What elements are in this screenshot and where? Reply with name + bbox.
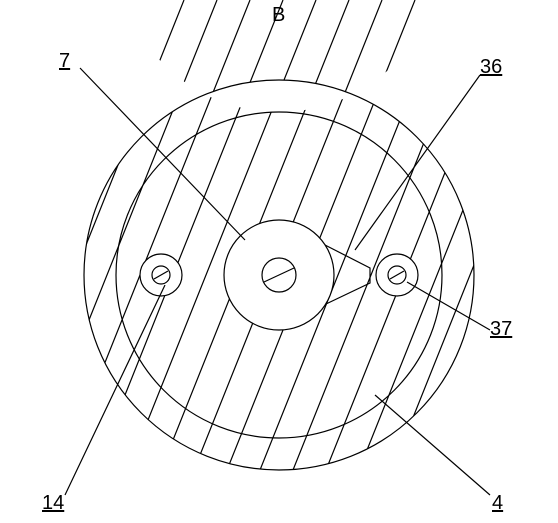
leader-4 <box>375 395 490 495</box>
label-36: 36 <box>480 56 502 79</box>
leader-14 <box>65 285 165 495</box>
label-title: B <box>272 4 285 27</box>
label-14: 14 <box>42 492 64 515</box>
mechanical-diagram: B 7 36 37 14 4 <box>0 0 558 518</box>
label-37: 37 <box>490 318 512 341</box>
leader-7 <box>80 68 245 240</box>
label-4: 4 <box>492 492 503 515</box>
label-7: 7 <box>59 50 70 73</box>
leader-37 <box>407 282 490 330</box>
diagram-svg <box>0 0 558 518</box>
leader-36 <box>355 75 480 250</box>
